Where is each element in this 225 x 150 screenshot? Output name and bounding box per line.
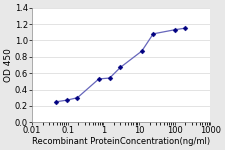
- X-axis label: Recombinant ProteinConcentration(ng/ml): Recombinant ProteinConcentration(ng/ml): [32, 137, 210, 146]
- Y-axis label: OD 450: OD 450: [4, 48, 13, 82]
